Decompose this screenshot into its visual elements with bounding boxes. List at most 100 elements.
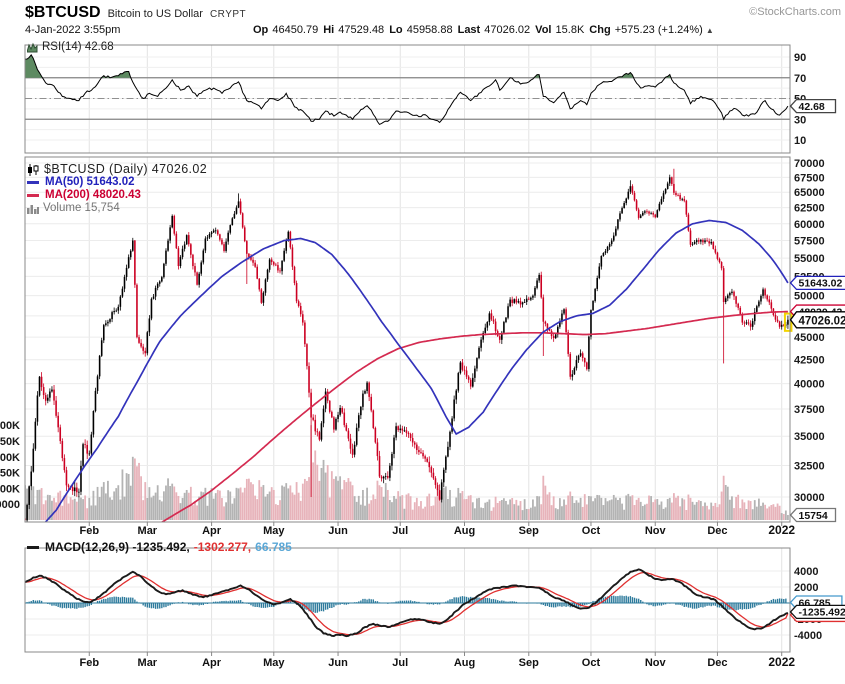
macd-histogram [25,595,789,613]
axis-tick-label: 4000 [794,566,818,578]
svg-text:47026.02: 47026.02 [799,315,845,327]
month-label: Apr [202,525,222,537]
axis-tick-label: 60000 [794,219,825,231]
price-legend-title: $BTCUSD (Daily) 47026.02 [44,162,208,176]
ticker-name: Bitcoin to US Dollar [107,8,203,20]
rsi-label: RSI(14) 42.68 [42,41,114,53]
month-label: Aug [454,525,475,537]
month-label: Apr [202,657,222,669]
volume-axis-label: 50000 [0,499,20,511]
axis-tick-label: 70 [794,73,806,85]
axis-tick-label: 32500 [794,460,825,472]
svg-text:51643.02: 51643.02 [799,278,843,290]
svg-text:15754: 15754 [799,510,828,522]
svg-text:-1235.492: -1235.492 [799,607,845,619]
quote-high: Hi 47529.48 [323,24,385,36]
axis-value-badge [789,507,837,523]
month-label: Oct [582,657,601,669]
month-label: May [263,525,285,537]
rsi-panel: 907050301042.68 [24,44,837,154]
rsi-line [25,54,789,126]
axis-value-badge [789,275,845,291]
quote-strip: Op 46450.79 Hi 47529.48 Lo 45958.88 Last… [253,24,714,36]
month-label: Nov [645,525,667,537]
last-candle-highlight [783,312,793,332]
up-arrow-icon: ▲ [705,26,714,35]
month-label: Jun [328,657,348,669]
ma200-label: MA(200) 48020.43 [45,189,141,201]
macd-label-main: MACD(12,26,9) -1235.492, [45,540,190,554]
candlestick-icon [28,163,39,176]
volume-axis-label: 250K [0,436,20,448]
axis-tick-label: 70000 [794,158,825,170]
axis-tick-label: 45000 [794,332,825,344]
month-label: Jun [328,525,348,537]
axis-tick-label: 30 [794,114,806,126]
quote-open: Op 46450.79 [253,24,319,36]
axis-value-badge [789,604,845,620]
volume-bars [25,425,789,520]
quote-last: Last 47026.02 [457,24,531,36]
rsi-overbought-fill [25,54,672,78]
macd-signal-line [25,571,789,636]
header: $BTCUSD Bitcoin to US Dollar CRYPT [25,4,246,22]
axis-tick-label: 57500 [794,236,825,248]
quote-low: Lo 45958.88 [389,24,453,36]
volume-label: Volume 15,754 [43,202,120,214]
rsi-legend: RSI(14) 42.68 [27,41,114,54]
volume-axis-label: 300K [0,420,20,432]
macd-label-hist: 66.785 [255,540,292,554]
ticker-exchange: CRYPT [209,9,247,20]
axis-tick-label: 37500 [794,404,825,416]
quote-datetime: 4-Jan-2022 3:55pm [25,24,121,36]
axis-tick-label: 10 [794,135,806,147]
ma50-label: MA(50) 51643.02 [45,176,135,188]
month-label: May [263,657,285,669]
macd-legend: MACD(12,26,9) -1235.492, -1302.277, 66.7… [27,541,292,554]
axis-tick-label: 35000 [794,431,825,443]
axis-tick-label: 50000 [794,291,825,303]
month-label: 2022 [768,523,795,537]
ma200-line-swatch [27,194,39,197]
axis-value-badge [789,98,837,114]
axis-tick-label: 55000 [794,253,825,265]
macd-line-swatch [27,546,39,549]
month-label: Jul [392,657,408,669]
ma50-line-swatch [27,181,39,184]
month-label: Nov [645,657,667,669]
rsi-area-icon [27,42,38,53]
month-label: Feb [79,657,99,669]
month-label: Dec [707,657,727,669]
month-label: Dec [707,525,727,537]
volume-bars-icon [27,204,39,214]
axis-tick-label: -4000 [794,630,822,642]
month-label: Aug [454,657,475,669]
volume-axis-label: 100K [0,483,20,495]
axis-tick-label: 30000 [794,492,825,504]
ma200-line [160,310,788,522]
axis-tick-label: 90 [794,52,806,64]
axis-tick-label: 40000 [794,379,825,391]
month-label: Jul [392,525,408,537]
quote-change: Chg +575.23 (+1.24%) ▲ [589,24,714,36]
month-label: Oct [582,525,601,537]
axis-value-badge [789,311,845,329]
price-panel: 7000067500650006250060000575005500052500… [0,156,845,537]
macd-panel: 40002000-2000-4000-1302.27766.785-1235.4… [24,547,845,669]
volume-axis-label: 150K [0,468,20,480]
month-label: 2022 [768,655,795,669]
volume-axis-label: 200K [0,452,20,464]
ticker-symbol: $BTCUSD [25,4,101,21]
axis-tick-label: 65000 [794,187,825,199]
month-label: Sep [519,525,539,537]
month-label: Mar [138,657,158,669]
svg-text:42.68: 42.68 [799,101,825,113]
axis-tick-label: 2000 [794,582,818,594]
axis-tick-label: 42500 [794,355,825,367]
axis-tick-label: 62500 [794,203,825,215]
month-label: Feb [79,525,99,537]
price-legend: $BTCUSD (Daily) 47026.02 MA(50) 51643.02… [27,163,207,215]
axis-tick-label: 67500 [794,172,825,184]
